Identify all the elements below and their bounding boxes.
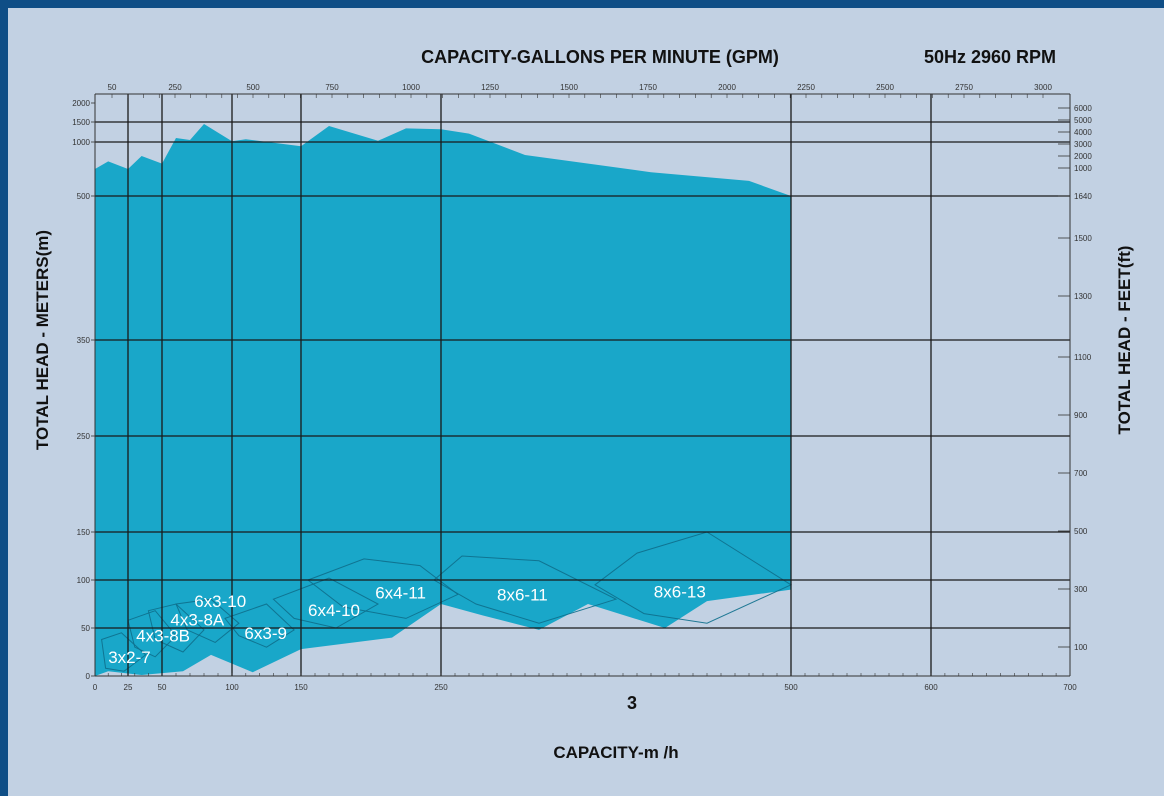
y-right-tick-label-4000: 4000 <box>1074 128 1092 137</box>
gpm-tick-label-250: 250 <box>168 83 182 92</box>
model-label-4x3-8A: 4x3-8A <box>170 610 225 629</box>
y-left-tick-label-50: 50 <box>81 624 90 633</box>
x-tick-label-250: 250 <box>434 683 448 692</box>
y-right-tick-label-1640: 1640 <box>1074 192 1092 201</box>
y-axis-left-title: TOTAL HEAD - METERS(m) <box>33 230 52 450</box>
gpm-tick-label-1500: 1500 <box>560 83 578 92</box>
x-axis-title-superscript: 3 <box>627 693 637 713</box>
y-right-tick-label-700: 700 <box>1074 469 1088 478</box>
y-left-tick-label-1500: 1500 <box>72 118 90 127</box>
region-4x3-8B <box>127 610 177 658</box>
gpm-tick-label-2250: 2250 <box>797 83 815 92</box>
model-label-6x4-11: 6x4-11 <box>375 583 426 602</box>
gpm-axis-title: CAPACITY-GALLONS PER MINUTE (GPM) <box>421 47 779 67</box>
y-left-tick-label-2000: 2000 <box>72 99 90 108</box>
y-left-tick-label-500: 500 <box>77 192 91 201</box>
y-left-tick-label-1000: 1000 <box>72 138 90 147</box>
y-right-tick-label-500: 500 <box>1074 527 1088 536</box>
region-6x4-11 <box>306 558 459 619</box>
y-left-tick-label-350: 350 <box>77 336 91 345</box>
model-label-4x3-8B: 4x3-8B <box>136 627 190 646</box>
x-tick-label-50: 50 <box>158 683 167 692</box>
x-tick-label-25: 25 <box>124 683 133 692</box>
y-axis-right-title: TOTAL HEAD - FEET(ft) <box>1115 246 1134 435</box>
y-right-tick-label-6000: 6000 <box>1074 104 1092 113</box>
model-label-8x6-11: 8x6-11 <box>497 585 548 604</box>
region-6x3-9 <box>224 603 295 648</box>
model-label-3x2-7: 3x2-7 <box>108 648 151 667</box>
x-tick-label-100: 100 <box>225 683 239 692</box>
y-right-tick-label-100: 100 <box>1074 643 1088 652</box>
x-tick-label-0: 0 <box>93 683 98 692</box>
y-right-tick-label-5000: 5000 <box>1074 116 1092 125</box>
x-tick-label-600: 600 <box>924 683 938 692</box>
chart-frame: 0 25 50 100 150 250 500 600 700 50 250 500 750 1000 12… <box>8 8 1164 796</box>
region-3x2-7 <box>101 632 147 672</box>
gpm-tick-label-750: 750 <box>325 83 339 92</box>
speed-label: 50Hz 2960 RPM <box>924 47 1056 67</box>
region-4x3-8A <box>147 603 205 653</box>
model-label-6x3-10: 6x3-10 <box>194 592 246 611</box>
x-tick-label-700: 700 <box>1063 683 1077 692</box>
gpm-tick-label-50: 50 <box>108 83 117 92</box>
gpm-tick-label-3000: 3000 <box>1034 83 1052 92</box>
model-label-6x3-9: 6x3-9 <box>244 624 287 643</box>
y-left-tick-label-150: 150 <box>77 528 91 537</box>
x-tick-label-500: 500 <box>784 683 798 692</box>
y-right-tick-label-1000: 1000 <box>1074 164 1092 173</box>
x-axis-title: CAPACITY-m /h <box>553 743 678 762</box>
model-label-8x6-13: 8x6-13 <box>654 583 706 602</box>
gpm-tick-label-2500: 2500 <box>876 83 894 92</box>
y-right-tick-label-1500: 1500 <box>1074 234 1092 243</box>
gpm-tick-label-2750: 2750 <box>955 83 973 92</box>
y-left-tick-label-0: 0 <box>86 672 91 681</box>
y-right-tick-label-900: 900 <box>1074 411 1088 420</box>
gpm-tick-label-2000: 2000 <box>718 83 736 92</box>
y-left-tick-label-250: 250 <box>77 432 91 441</box>
region-6x3-10 <box>175 598 240 643</box>
region-6x4-10 <box>272 577 380 629</box>
y-left-tick-label-100: 100 <box>77 576 91 585</box>
gpm-tick-label-1750: 1750 <box>639 83 657 92</box>
gpm-tick-label-500: 500 <box>246 83 260 92</box>
model-label-6x4-10: 6x4-10 <box>308 601 360 620</box>
y-right-tick-label-2000: 2000 <box>1074 152 1092 161</box>
y-right-tick-label-3000: 3000 <box>1074 140 1092 149</box>
y-right-tick-label-1100: 1100 <box>1074 353 1092 362</box>
gpm-tick-label-1250: 1250 <box>481 83 499 92</box>
x-tick-label-150: 150 <box>294 683 308 692</box>
y-right-tick-label-300: 300 <box>1074 585 1088 594</box>
y-right-tick-label-1300: 1300 <box>1074 292 1092 301</box>
coverage-envelope <box>95 124 791 676</box>
region-8x6-11 <box>433 555 618 624</box>
gpm-tick-label-1000: 1000 <box>402 83 420 92</box>
